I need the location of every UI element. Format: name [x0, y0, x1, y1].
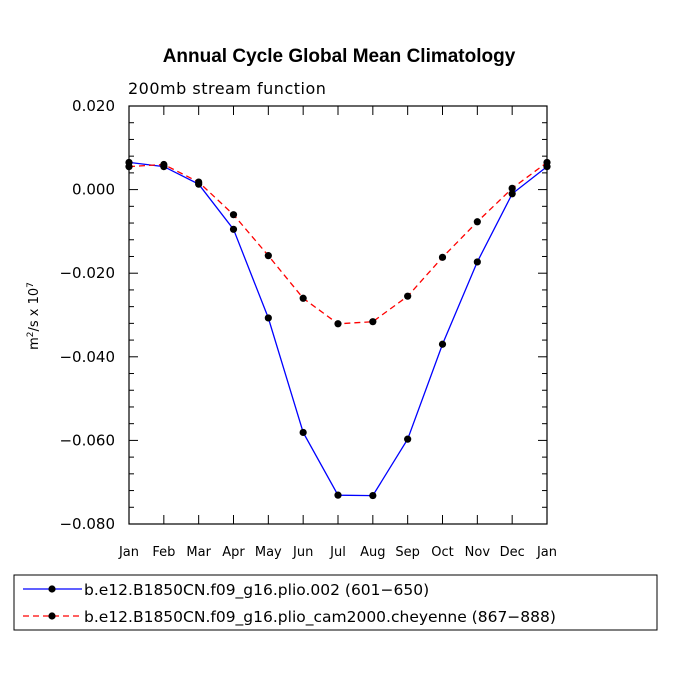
series-2-point	[195, 178, 203, 186]
series-line-2	[128, 161, 548, 325]
series-2-point	[334, 320, 342, 328]
x-tick-label: Aug	[360, 545, 385, 560]
x-tick-label: Oct	[431, 545, 453, 560]
x-tick-label: Nov	[465, 545, 491, 560]
x-tick-label: Dec	[500, 545, 525, 560]
y-axis-label: m2/s x 107	[26, 282, 42, 350]
y-tick-label: 0.000	[72, 181, 115, 199]
legend-marker-1	[48, 585, 56, 593]
series-2-point	[543, 158, 551, 167]
series-1-point	[369, 491, 377, 500]
x-tick-label: Jan	[536, 545, 557, 560]
series-1-point	[508, 190, 516, 198]
series-1-point	[404, 435, 412, 443]
y-tick-label: 0.020	[72, 97, 115, 115]
legend-marker-2	[48, 612, 56, 620]
x-tick-label: Sep	[395, 545, 420, 560]
series-2-point	[125, 163, 133, 171]
series-2-point	[299, 294, 307, 302]
chart-subtitle: 200mb stream function	[128, 79, 326, 98]
legend-label-1: b.e12.B1850CN.f09_g16.plio.002 (601−650)	[84, 581, 429, 600]
series-line-1	[128, 161, 548, 497]
series-1-point	[299, 428, 307, 437]
x-tick-label: Jul	[329, 545, 346, 560]
series-2-point	[508, 184, 516, 192]
chart-title: Annual Cycle Global Mean Climatology	[163, 46, 516, 67]
series-2-point	[160, 160, 168, 169]
x-tick-label: Feb	[152, 545, 175, 560]
y-tick-label: −0.040	[59, 348, 115, 366]
series-1-point	[229, 225, 238, 233]
series-2-point	[229, 211, 238, 219]
x-tick-label: Mar	[186, 545, 211, 560]
series-1-point	[264, 314, 272, 322]
series-layer	[125, 158, 551, 500]
legend-label-2: b.e12.B1850CN.f09_g16.plio_cam2000.cheye…	[84, 608, 556, 627]
x-tick-label: May	[255, 545, 282, 560]
series-2-point	[264, 252, 272, 260]
series-1-point	[334, 491, 342, 499]
x-tick-label: Jan	[118, 545, 139, 560]
series-2-point	[369, 318, 377, 326]
series-1-point	[473, 258, 481, 266]
y-tick-label: −0.060	[59, 431, 115, 449]
legend: b.e12.B1850CN.f09_g16.plio.002 (601−650)…	[13, 574, 658, 631]
x-tick-label: Jun	[292, 545, 313, 560]
y-tick-label: −0.080	[59, 515, 115, 533]
plot-frame	[128, 105, 548, 525]
legend-box	[13, 574, 658, 631]
series-2-point	[473, 218, 481, 226]
y-tick-label: −0.020	[59, 264, 115, 282]
series-2-point	[404, 292, 412, 300]
x-tick-label: Apr	[222, 545, 245, 560]
series-1-point	[438, 340, 447, 348]
series-2-point	[438, 253, 447, 261]
